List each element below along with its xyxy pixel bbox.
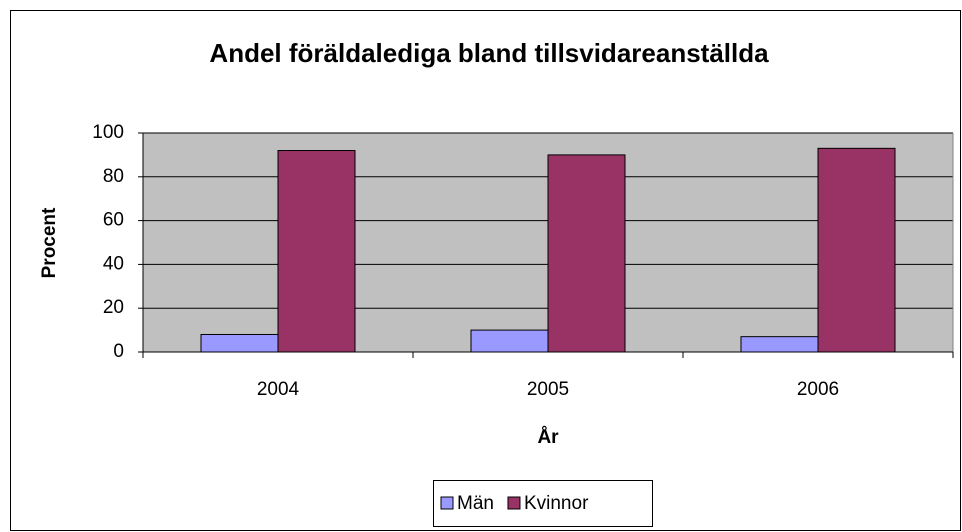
- bar: [740, 336, 819, 353]
- chart-title: Andel föräldalediga bland tillsvidareans…: [209, 38, 769, 68]
- legend-swatch: [440, 496, 454, 510]
- bar: [277, 150, 356, 353]
- y-axis-label: Procent: [39, 207, 60, 278]
- y-tick-label: 60: [103, 210, 124, 231]
- bar: [547, 154, 626, 353]
- bar: [470, 329, 549, 353]
- x-axis-label: År: [537, 427, 559, 448]
- x-tick-label: 2005: [527, 379, 569, 400]
- y-tick-label: 20: [103, 297, 124, 318]
- legend-label: Män: [457, 493, 494, 514]
- legend-swatch: [507, 496, 521, 510]
- x-tick-label: 2004: [257, 379, 300, 400]
- y-tick-label: 80: [103, 166, 124, 187]
- y-tick-label: 100: [92, 122, 124, 143]
- legend: [433, 480, 653, 527]
- legend-label: Kvinnor: [524, 493, 589, 514]
- bar: [817, 147, 896, 353]
- bar: [200, 333, 279, 353]
- y-tick-label: 0: [113, 341, 124, 362]
- x-tick-label: 2006: [797, 379, 839, 400]
- y-tick-label: 40: [103, 253, 124, 274]
